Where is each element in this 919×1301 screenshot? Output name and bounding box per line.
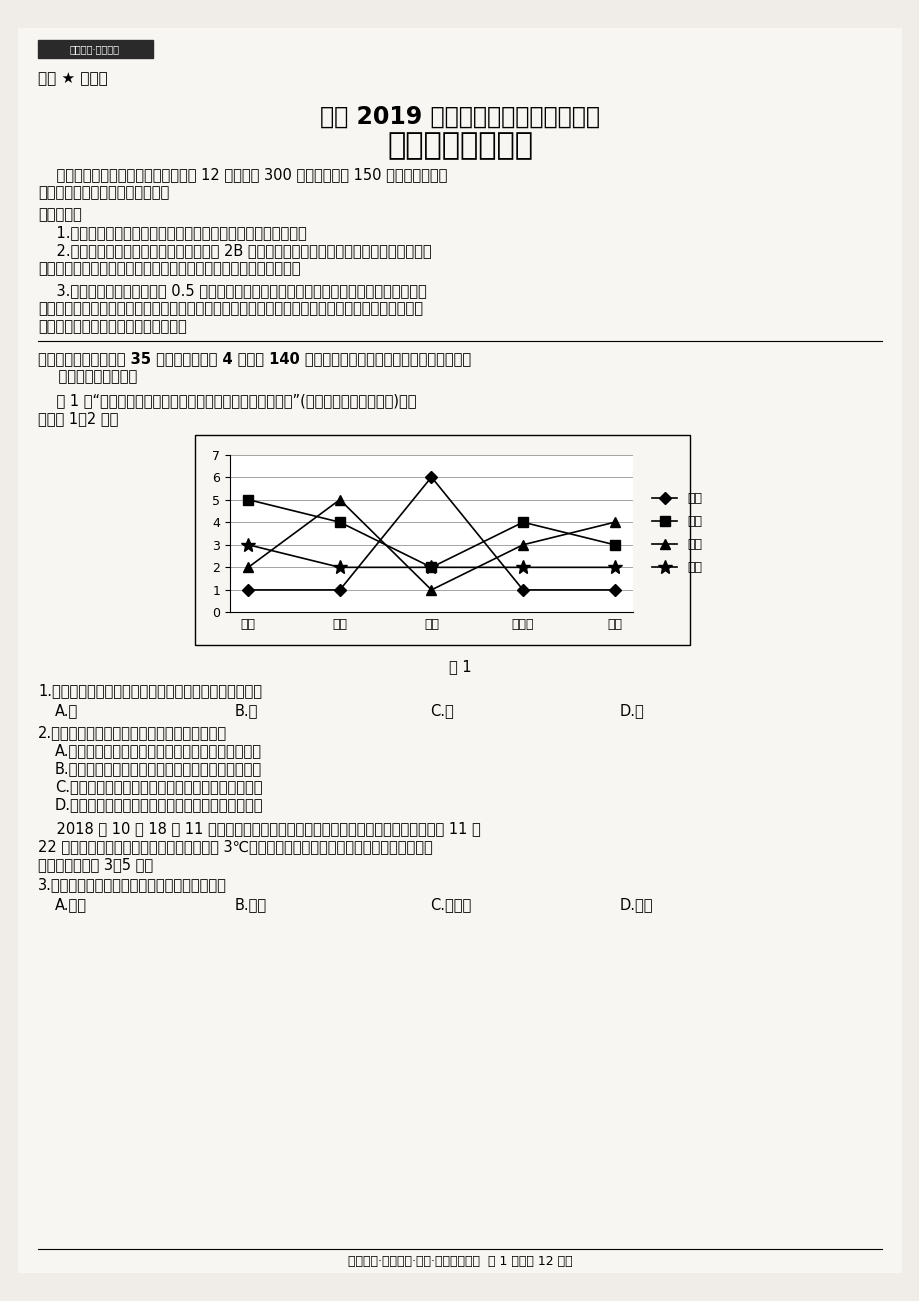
甲城 <box>243 582 254 597</box>
丁城 <box>243 537 254 553</box>
Text: 2.关于四个城市经济发展条件的叙述，正确的是: 2.关于四个城市经济发展条件的叙述，正确的是 <box>38 725 227 740</box>
Line: 丁城: 丁城 <box>241 537 621 574</box>
Text: 图 1 为“首都北京经济圈四城市一体化发展规划优势比较图”(数值越大，条件越优越)。读: 图 1 为“首都北京经济圈四城市一体化发展规划优势比较图”(数值越大，条件越优越… <box>38 393 416 409</box>
Text: 22 日冬灌结束，每年入冬，在日平均气温为 3℃左右时最适宜冬灌，对小麦种植具有明显的增产: 22 日冬灌结束，每年入冬，在日平均气温为 3℃左右时最适宜冬灌，对小麦种植具有… <box>38 839 432 853</box>
Text: 文科综合能力测试: 文科综合能力测试 <box>387 131 532 160</box>
甲城 <box>517 582 528 597</box>
丙城 <box>608 514 619 530</box>
甲城 <box>334 582 345 597</box>
Text: B.因人口众多，乙城服务业在四个城市中优势最明显: B.因人口众多，乙城服务业在四个城市中优势最明显 <box>55 761 262 775</box>
Text: 一、选择题：本大题共 35 个小题，每小题 4 分，共 140 分。在每小题给出的四个选项中，只有一项: 一、选择题：本大题共 35 个小题，每小题 4 分，共 140 分。在每小题给出… <box>38 351 471 366</box>
Text: 3.回答非选择题时，必须用 0.5 毫米黑色签字笔作答，答案必须写在答题卡各题目指定区域: 3.回答非选择题时，必须用 0.5 毫米黑色签字笔作答，答案必须写在答题卡各题目… <box>38 284 426 298</box>
Text: B.乙: B.乙 <box>234 703 258 718</box>
Text: B.青海: B.青海 <box>234 896 267 912</box>
Text: 改动，用橡皮擦干净后，再选涂其他答案标号。写在本试卷上无效。: 改动，用橡皮擦干净后，再选涂其他答案标号。写在本试卷上无效。 <box>38 262 301 276</box>
丙城 <box>425 582 437 597</box>
Text: D.河北: D.河北 <box>619 896 652 912</box>
Text: 3.下列种植小麦的省份中，最适宜进行冬灌的是: 3.下列种植小麦的省份中，最适宜进行冬灌的是 <box>38 877 227 892</box>
Text: C.黑龙江: C.黑龙江 <box>429 896 471 912</box>
乙城 <box>334 514 345 530</box>
FancyBboxPatch shape <box>38 40 153 59</box>
乙城 <box>517 514 528 530</box>
丙城 <box>243 559 254 575</box>
Text: A.甲: A.甲 <box>55 703 78 718</box>
Text: 注意事项：: 注意事项： <box>38 207 82 222</box>
Line: 丙城: 丙城 <box>244 494 618 595</box>
Text: 内相应的位置；如需改动，先划掉原来的答案，然后再写上新的答案；不能使用涂改液、胶带纸、修: 内相应的位置；如需改动，先划掉原来的答案，然后再写上新的答案；不能使用涂改液、胶… <box>38 301 423 316</box>
Text: 作用。据此完成 3～5 题。: 作用。据此完成 3～5 题。 <box>38 857 153 872</box>
Text: 教考联盟·一模三诊·一诊·文科综合试题  第 1 页（共 12 页）: 教考联盟·一模三诊·一诊·文科综合试题 第 1 页（共 12 页） <box>347 1255 572 1268</box>
Text: D.丁: D.丁 <box>619 703 644 718</box>
Text: 2018 年 10 月 18 日 11 时，唐棵渠开闸放水拉开了宁夏引黄灌区冬灌工作序幕，计划 11 月: 2018 年 10 月 18 日 11 时，唐棵渠开闸放水拉开了宁夏引黄灌区冬灌… <box>38 821 481 837</box>
Text: 秘密 ★ 启用前: 秘密 ★ 启用前 <box>38 72 108 86</box>
丁城 <box>425 559 437 575</box>
Text: 本试卷分选择题非选择题两部分，共 12 页。满分 300 分。考试用时 150 分钟。考试结束: 本试卷分选择题非选择题两部分，共 12 页。满分 300 分。考试用时 150 … <box>38 167 447 182</box>
Text: 图回答 1～2 题。: 图回答 1～2 题。 <box>38 411 119 425</box>
Text: 教考联盟·一模三诊: 教考联盟·一模三诊 <box>70 44 119 55</box>
乙城 <box>243 492 254 507</box>
丁城 <box>334 559 345 575</box>
Legend: 甲城, 乙城, 丙城, 丁城: 甲城, 乙城, 丙城, 丁城 <box>647 488 707 579</box>
Text: 正带。不按以上要求作答的答案无效。: 正带。不按以上要求作答的答案无效。 <box>38 319 187 334</box>
Line: 甲城: 甲城 <box>244 474 618 595</box>
Text: C.因交通便利，人口向丙城集聚，丙人力资源最丰富: C.因交通便利，人口向丙城集聚，丙人力资源最丰富 <box>55 779 262 794</box>
丁城 <box>517 559 528 575</box>
Text: 2.回答选择题时，每小题选出答案后，用 2B 铅笔把答题卡上对应题目的答案标号涂黑；如需: 2.回答选择题时，每小题选出答案后，用 2B 铅笔把答题卡上对应题目的答案标号涂… <box>38 243 431 258</box>
乙城 <box>425 559 437 575</box>
甲城 <box>608 582 619 597</box>
Text: 是符合题目要求的。: 是符合题目要求的。 <box>38 369 137 384</box>
Text: 1.答卷前，考生务必将自己的姓名、准考证号填写在答题卡上。: 1.答卷前，考生务必将自己的姓名、准考证号填写在答题卡上。 <box>38 225 306 239</box>
Text: 后，将本试卷和答题卡一并交回。: 后，将本试卷和答题卡一并交回。 <box>38 185 169 200</box>
丙城 <box>517 537 528 553</box>
Line: 乙城: 乙城 <box>244 494 618 572</box>
丙城 <box>334 492 345 507</box>
Text: A.因经济发达，治理污染经费足，甲城环境质量最好: A.因经济发达，治理污染经费足，甲城环境质量最好 <box>55 743 262 758</box>
Text: C.丙: C.丙 <box>429 703 453 718</box>
Text: 高中 2019 届毕业班第一次诊断性考试: 高中 2019 届毕业班第一次诊断性考试 <box>320 105 599 129</box>
乙城 <box>608 537 619 553</box>
丁城 <box>608 559 619 575</box>
FancyBboxPatch shape <box>18 29 901 1272</box>
甲城 <box>425 470 437 485</box>
Text: 1.首都北京经济圈四个城市中，经济发展条件最落后的是: 1.首都北京经济圈四个城市中，经济发展条件最落后的是 <box>38 683 262 699</box>
Text: A.湖南: A.湖南 <box>55 896 87 912</box>
Text: D.因环境优美，丁城是分散北京批发物流最合适城市: D.因环境优美，丁城是分散北京批发物流最合适城市 <box>55 798 263 812</box>
Text: 图 1: 图 1 <box>448 660 471 674</box>
